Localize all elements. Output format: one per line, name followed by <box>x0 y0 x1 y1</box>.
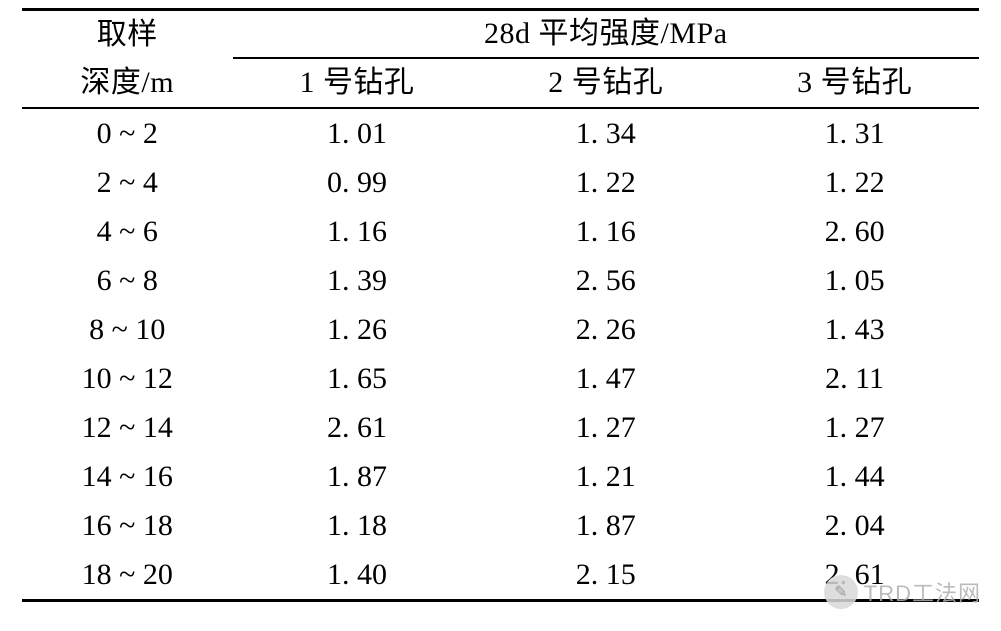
cell-c2: 1. 21 <box>481 452 730 501</box>
cell-c2: 1. 47 <box>481 354 730 403</box>
header-depth-line2: 深度/m <box>22 58 233 108</box>
cell-c1: 1. 18 <box>233 501 482 550</box>
cell-c3: 2. 60 <box>730 207 979 256</box>
table-row: 10 ~ 12 1. 65 1. 47 2. 11 <box>22 354 979 403</box>
cell-c1: 1. 39 <box>233 256 482 305</box>
cell-c2: 2. 26 <box>481 305 730 354</box>
cell-c2: 1. 87 <box>481 501 730 550</box>
cell-depth: 16 ~ 18 <box>22 501 233 550</box>
cell-depth: 10 ~ 12 <box>22 354 233 403</box>
header-col1: 1 号钻孔 <box>233 58 482 108</box>
table-row: 16 ~ 18 1. 18 1. 87 2. 04 <box>22 501 979 550</box>
cell-c2: 2. 56 <box>481 256 730 305</box>
cell-c2: 1. 16 <box>481 207 730 256</box>
table-row: 2 ~ 4 0. 99 1. 22 1. 22 <box>22 158 979 207</box>
table-row: 14 ~ 16 1. 87 1. 21 1. 44 <box>22 452 979 501</box>
cell-depth: 14 ~ 16 <box>22 452 233 501</box>
table-body: 0 ~ 2 1. 01 1. 34 1. 31 2 ~ 4 0. 99 1. 2… <box>22 108 979 601</box>
cell-c3: 2. 11 <box>730 354 979 403</box>
cell-c1: 0. 99 <box>233 158 482 207</box>
header-col3: 3 号钻孔 <box>730 58 979 108</box>
cell-c1: 1. 16 <box>233 207 482 256</box>
cell-c1: 1. 87 <box>233 452 482 501</box>
header-col2: 2 号钻孔 <box>481 58 730 108</box>
watermark-text: TRD工法网 <box>864 576 981 608</box>
cell-c3: 1. 31 <box>730 108 979 158</box>
cell-c2: 1. 27 <box>481 403 730 452</box>
cell-depth: 18 ~ 20 <box>22 550 233 601</box>
cell-c2: 1. 34 <box>481 108 730 158</box>
cell-depth: 6 ~ 8 <box>22 256 233 305</box>
cell-c3: 1. 43 <box>730 305 979 354</box>
strength-table: 取样 28d 平均强度/MPa 深度/m 1 号钻孔 2 号钻孔 3 号钻孔 0… <box>22 8 979 602</box>
header-depth-line1: 取样 <box>22 10 233 59</box>
data-table-container: 取样 28d 平均强度/MPa 深度/m 1 号钻孔 2 号钻孔 3 号钻孔 0… <box>0 0 1001 602</box>
cell-c3: 1. 22 <box>730 158 979 207</box>
table-row: 4 ~ 6 1. 16 1. 16 2. 60 <box>22 207 979 256</box>
table-row: 6 ~ 8 1. 39 2. 56 1. 05 <box>22 256 979 305</box>
cell-c1: 1. 65 <box>233 354 482 403</box>
cell-c1: 1. 26 <box>233 305 482 354</box>
cell-depth: 4 ~ 6 <box>22 207 233 256</box>
table-row: 12 ~ 14 2. 61 1. 27 1. 27 <box>22 403 979 452</box>
cell-depth: 0 ~ 2 <box>22 108 233 158</box>
watermark: ✎ TRD工法网 <box>824 575 981 609</box>
cell-c3: 1. 27 <box>730 403 979 452</box>
cell-c3: 2. 04 <box>730 501 979 550</box>
cell-c1: 1. 01 <box>233 108 482 158</box>
cell-c2: 1. 22 <box>481 158 730 207</box>
cell-c1: 1. 40 <box>233 550 482 601</box>
header-strength-title: 28d 平均强度/MPa <box>233 10 979 59</box>
watermark-logo-icon: ✎ <box>824 575 858 609</box>
table-row: 8 ~ 10 1. 26 2. 26 1. 43 <box>22 305 979 354</box>
cell-c3: 1. 05 <box>730 256 979 305</box>
table-row: 0 ~ 2 1. 01 1. 34 1. 31 <box>22 108 979 158</box>
cell-depth: 8 ~ 10 <box>22 305 233 354</box>
cell-depth: 2 ~ 4 <box>22 158 233 207</box>
cell-depth: 12 ~ 14 <box>22 403 233 452</box>
cell-c1: 2. 61 <box>233 403 482 452</box>
cell-c3: 1. 44 <box>730 452 979 501</box>
cell-c2: 2. 15 <box>481 550 730 601</box>
